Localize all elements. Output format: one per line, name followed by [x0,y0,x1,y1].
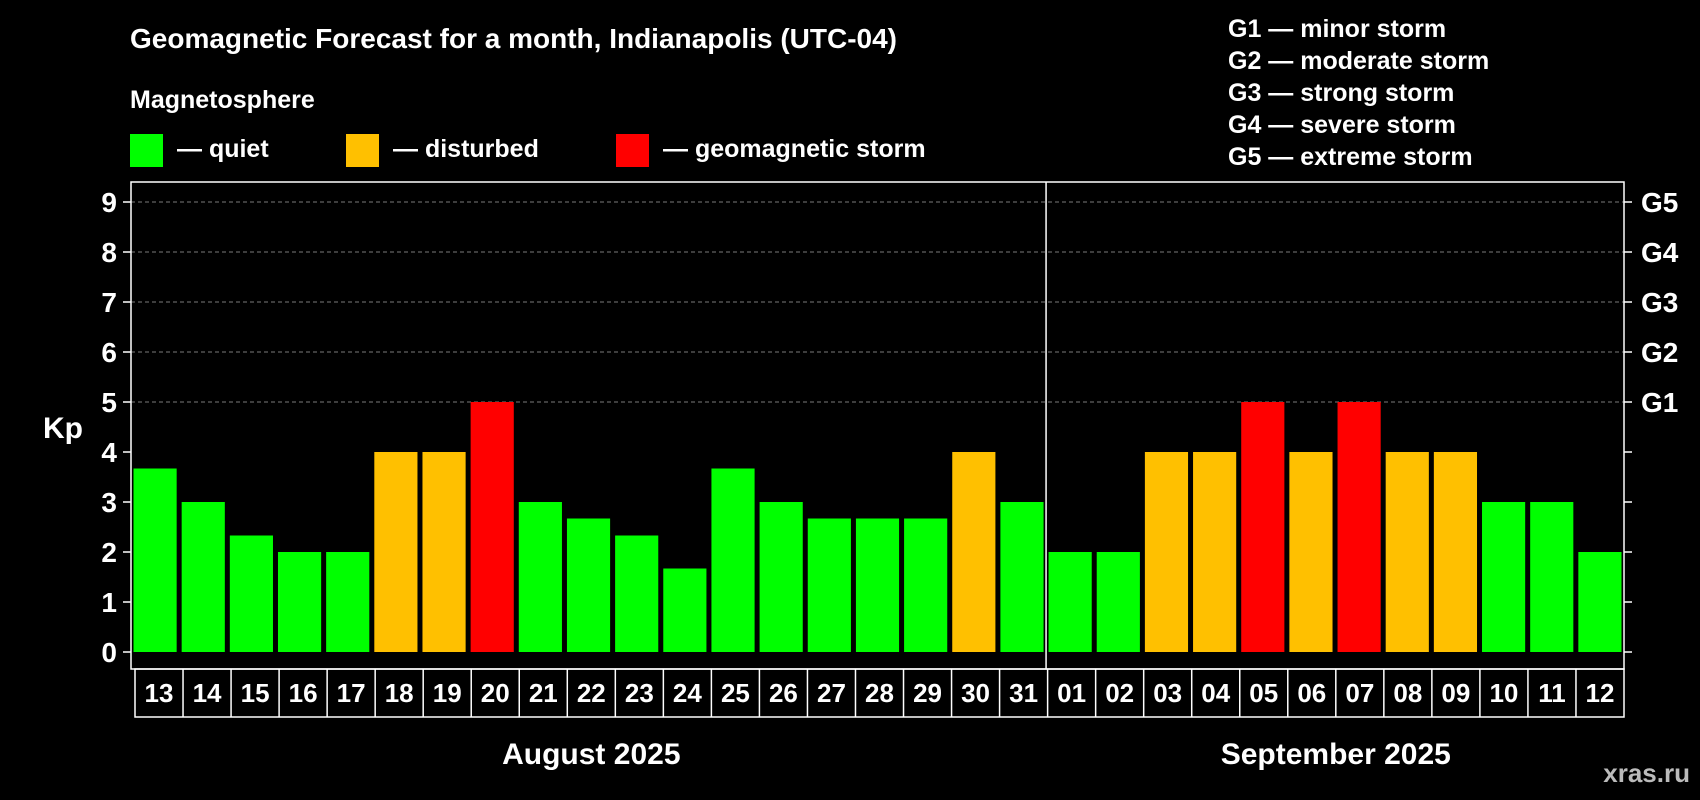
x-tick-label: 31 [1009,678,1038,708]
y-tick-label: 4 [101,437,117,468]
y-axis-label: Kp [43,412,83,445]
bar [1289,452,1333,652]
y-tick-label: 9 [101,187,117,218]
y-tick-label: 6 [101,337,117,368]
x-tick-label: 14 [193,678,222,708]
storm-scale-g5: G5 — extreme storm [1228,143,1473,171]
bar [518,502,562,652]
x-tick-label: 01 [1057,678,1086,708]
bar [229,535,273,652]
bar [711,468,755,652]
legend-label-quiet: — quiet [177,135,269,163]
y-tick-label: 8 [101,237,117,268]
x-tick-label: 03 [1153,678,1182,708]
storm-scale-g2: G2 — moderate storm [1228,47,1489,75]
bar [1096,552,1140,652]
x-tick-label: 04 [1201,678,1230,708]
x-tick-label: 11 [1538,678,1566,708]
x-tick-label: 02 [1105,678,1134,708]
x-tick-label: 21 [529,678,558,708]
x-tick-label: 18 [385,678,414,708]
x-tick-label: 19 [433,678,462,708]
y-tick-label: 5 [101,387,117,418]
storm-level-label: G4 [1641,237,1679,268]
x-tick-label: 26 [769,678,798,708]
storm-level-label: G1 [1641,387,1678,418]
bar [1048,552,1092,652]
legend-heading: Magnetosphere [130,86,315,114]
bar [566,518,611,652]
bar [1433,452,1478,652]
x-tick-label: 25 [721,678,750,708]
storm-level-label: G2 [1641,337,1678,368]
legend-swatch-storm [616,134,649,167]
bar [1337,402,1381,652]
legend-label-storm: — geomagnetic storm [663,135,926,163]
bar [470,402,514,652]
bar [133,468,177,652]
watermark: xras.ru [1603,758,1690,788]
storm-level-label: G3 [1641,287,1678,318]
x-tick-label: 29 [913,678,942,708]
x-tick-label: 27 [817,678,846,708]
bar [952,452,996,652]
bar [181,502,225,652]
bar [1578,552,1622,652]
legend-label-disturbed: — disturbed [393,135,539,163]
x-tick-label: 16 [289,678,318,708]
y-tick-label: 0 [101,637,117,668]
storm-scale-g4: G4 — severe storm [1228,111,1456,139]
x-tick-label: 17 [337,678,366,708]
bar [807,518,851,652]
x-tick-label: 30 [961,678,990,708]
bar [1193,452,1237,652]
storm-scale-g3: G3 — strong storm [1228,79,1454,107]
legend-swatch-quiet [130,134,163,167]
bar [904,518,948,652]
x-tick-label: 15 [241,678,270,708]
bar [1144,452,1189,652]
bar [1482,502,1526,652]
chart-title: Geomagnetic Forecast for a month, Indian… [130,23,897,54]
legend-swatch-disturbed [346,134,379,167]
bar [855,518,900,652]
x-tick-label: 09 [1441,678,1470,708]
y-tick-label: 2 [101,537,117,568]
bar [326,552,370,652]
x-tick-label: 28 [865,678,894,708]
x-tick-label: 24 [673,678,702,708]
bar [1000,502,1044,652]
bar [277,552,322,652]
storm-level-label: G5 [1641,187,1678,218]
bar [422,452,466,652]
x-tick-label: 13 [145,678,174,708]
bar [1530,502,1574,652]
bar [1241,402,1285,652]
x-tick-label: 05 [1249,678,1278,708]
x-tick-label: 06 [1297,678,1326,708]
x-tick-label: 23 [625,678,654,708]
bar [663,568,707,652]
bar [615,535,659,652]
month-label: September 2025 [1221,738,1451,771]
x-tick-label: 10 [1489,678,1518,708]
bar [1385,452,1429,652]
bar [759,502,803,652]
x-tick-label: 22 [577,678,606,708]
x-tick-label: 20 [481,678,510,708]
x-tick-label: 12 [1586,678,1615,708]
storm-scale-g1: G1 — minor storm [1228,15,1446,43]
bar [374,452,418,652]
y-tick-label: 1 [101,587,117,618]
x-tick-label: 07 [1345,678,1374,708]
y-tick-label: 3 [101,487,117,518]
date-strip [134,668,1625,718]
x-tick-label: 08 [1393,678,1422,708]
month-label: August 2025 [502,738,680,771]
y-tick-label: 7 [101,287,117,318]
